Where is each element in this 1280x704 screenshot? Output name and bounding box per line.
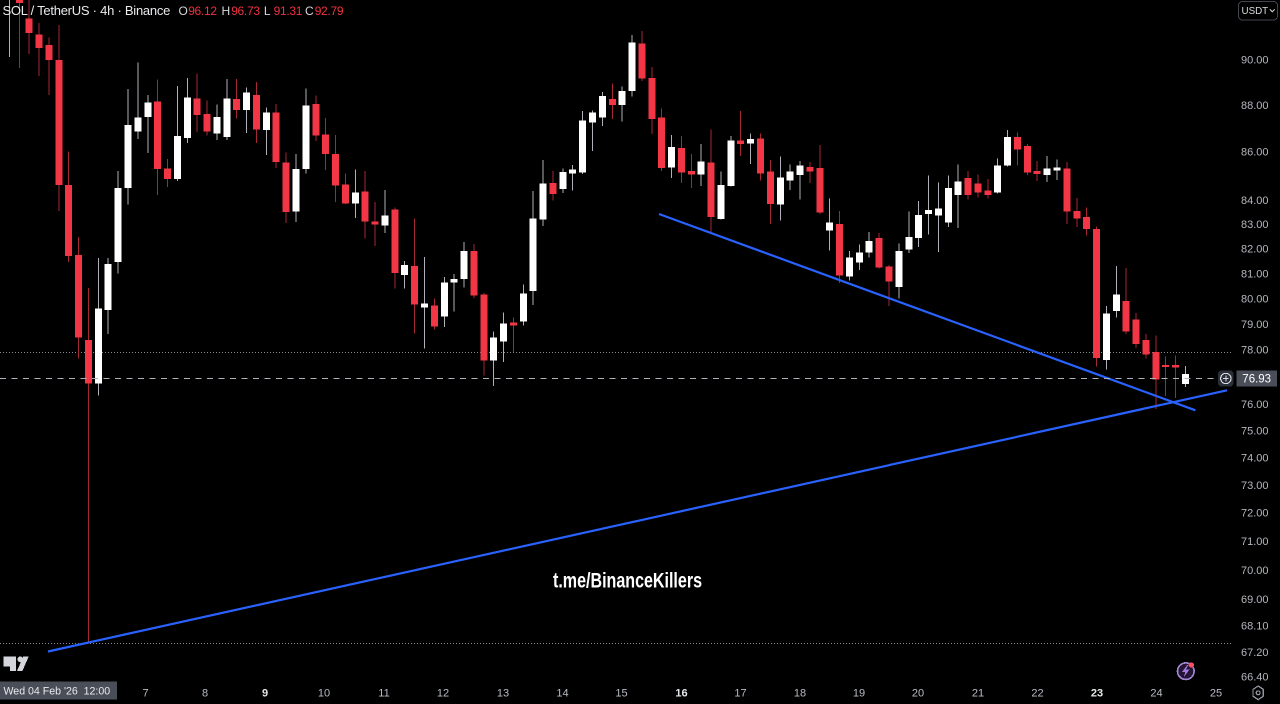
svg-text:70.00: 70.00 <box>1241 565 1269 577</box>
svg-text:84.00: 84.00 <box>1241 195 1269 207</box>
svg-text:81.00: 81.00 <box>1241 269 1269 281</box>
svg-text:20: 20 <box>912 688 924 700</box>
svg-text:8: 8 <box>202 688 208 700</box>
svg-text:75.00: 75.00 <box>1241 426 1269 438</box>
svg-text:18: 18 <box>794 688 806 700</box>
svg-text:22: 22 <box>1031 688 1043 700</box>
svg-text:78.00: 78.00 <box>1241 345 1269 357</box>
svg-text:86.00: 86.00 <box>1241 147 1269 159</box>
svg-text:13: 13 <box>497 688 509 700</box>
svg-text:92.79: 92.79 <box>315 4 344 18</box>
svg-text:83.00: 83.00 <box>1241 219 1269 231</box>
svg-text:21: 21 <box>972 688 984 700</box>
svg-text:66.40: 66.40 <box>1241 672 1269 684</box>
svg-text:Wed 04 Feb '26 12:00: Wed 04 Feb '26 12:00 <box>4 685 111 697</box>
svg-text:10: 10 <box>318 688 330 700</box>
svg-text:68.10: 68.10 <box>1241 621 1269 633</box>
svg-text:17: 17 <box>734 688 746 700</box>
svg-text:t.me/BinanceKillers: t.me/BinanceKillers <box>553 570 702 593</box>
svg-text:96.12: 96.12 <box>188 4 217 18</box>
svg-text:88.00: 88.00 <box>1241 100 1269 112</box>
svg-text:76.00: 76.00 <box>1241 399 1269 411</box>
svg-text:7: 7 <box>142 688 148 700</box>
svg-text:SOL / TetherUS · 4h · Binance: SOL / TetherUS · 4h · Binance <box>3 3 171 18</box>
svg-text:19: 19 <box>853 688 865 700</box>
svg-text:76.93: 76.93 <box>1242 374 1271 386</box>
svg-text:91.31: 91.31 <box>274 4 303 18</box>
svg-text:73.00: 73.00 <box>1241 480 1269 492</box>
svg-text:C: C <box>305 4 314 18</box>
svg-text:79.00: 79.00 <box>1241 319 1269 331</box>
svg-text:82.00: 82.00 <box>1241 244 1269 256</box>
svg-text:H: H <box>222 4 230 18</box>
svg-text:67.20: 67.20 <box>1241 647 1269 659</box>
svg-text:9: 9 <box>262 688 268 700</box>
svg-text:11: 11 <box>378 688 389 700</box>
svg-text:96.73: 96.73 <box>231 4 260 18</box>
svg-text:L: L <box>264 4 271 18</box>
svg-text:16: 16 <box>675 688 687 700</box>
svg-text:74.00: 74.00 <box>1241 453 1269 465</box>
svg-text:24: 24 <box>1150 688 1162 700</box>
svg-text:12: 12 <box>437 688 449 700</box>
svg-text:USDT: USDT <box>1242 6 1269 17</box>
svg-text:72.00: 72.00 <box>1241 508 1269 520</box>
svg-text:25: 25 <box>1210 688 1222 700</box>
svg-text:O: O <box>179 4 188 18</box>
svg-text:15: 15 <box>615 688 627 700</box>
svg-text:90.00: 90.00 <box>1241 55 1269 67</box>
svg-text:69.00: 69.00 <box>1241 594 1269 606</box>
svg-text:80.00: 80.00 <box>1241 294 1269 306</box>
svg-text:23: 23 <box>1091 688 1103 700</box>
svg-text:14: 14 <box>556 688 568 700</box>
svg-text:71.00: 71.00 <box>1241 536 1269 548</box>
